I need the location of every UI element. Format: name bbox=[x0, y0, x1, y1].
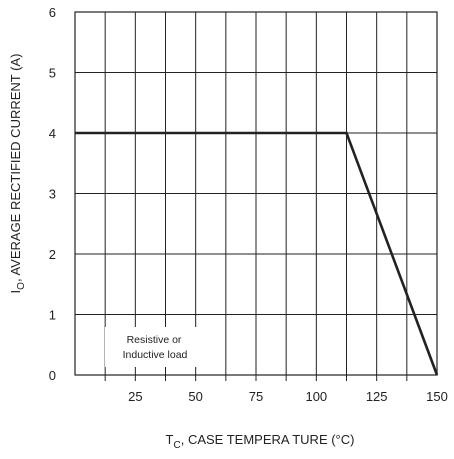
y-tick-label: 1 bbox=[49, 308, 56, 323]
plot-frame bbox=[74, 11, 438, 376]
y-axis-label: IO, AVERAGE RECTIFIED CURRENT (A) bbox=[8, 54, 27, 294]
y-tick-label: 2 bbox=[49, 247, 56, 262]
grid bbox=[75, 12, 437, 381]
y-axis-label-symbol: I bbox=[8, 290, 23, 294]
x-tick-label: 50 bbox=[188, 389, 202, 404]
y-tick-label: 3 bbox=[49, 187, 56, 202]
x-axis-label-symbol: T bbox=[166, 432, 174, 447]
load-note-line-2: Inductive load bbox=[123, 349, 188, 361]
y-tick-label: 5 bbox=[49, 66, 56, 81]
x-tick-label: 25 bbox=[128, 389, 142, 404]
load-note-box bbox=[105, 327, 204, 367]
x-tick-label: 150 bbox=[426, 389, 448, 404]
x-tick-label: 75 bbox=[249, 389, 263, 404]
load-note-line-1: Resistive or bbox=[127, 334, 182, 346]
x-tick-labels: 25 50 75 100 125 150 bbox=[128, 389, 448, 404]
x-axis-label-text: , CASE TEMPERA TURE (°C) bbox=[181, 432, 355, 447]
x-axis-label: TC, CASE TEMPERA TURE (°C) bbox=[166, 432, 355, 451]
x-axis-label-subscript: C bbox=[173, 440, 180, 451]
load-note: Resistive or Inductive load bbox=[105, 327, 204, 367]
y-axis-label-text: , AVERAGE RECTIFIED CURRENT (A) bbox=[8, 54, 23, 283]
y-tick-label: 0 bbox=[49, 368, 56, 383]
x-tick-label: 100 bbox=[305, 389, 327, 404]
y-tick-labels: 0 1 2 3 4 5 6 bbox=[49, 5, 56, 383]
x-tick-label: 125 bbox=[366, 389, 388, 404]
series-layer bbox=[74, 131, 439, 376]
y-axis-label-subscript: O bbox=[16, 282, 27, 290]
y-tick-label: 4 bbox=[49, 126, 56, 141]
y-tick-label: 6 bbox=[49, 5, 56, 20]
